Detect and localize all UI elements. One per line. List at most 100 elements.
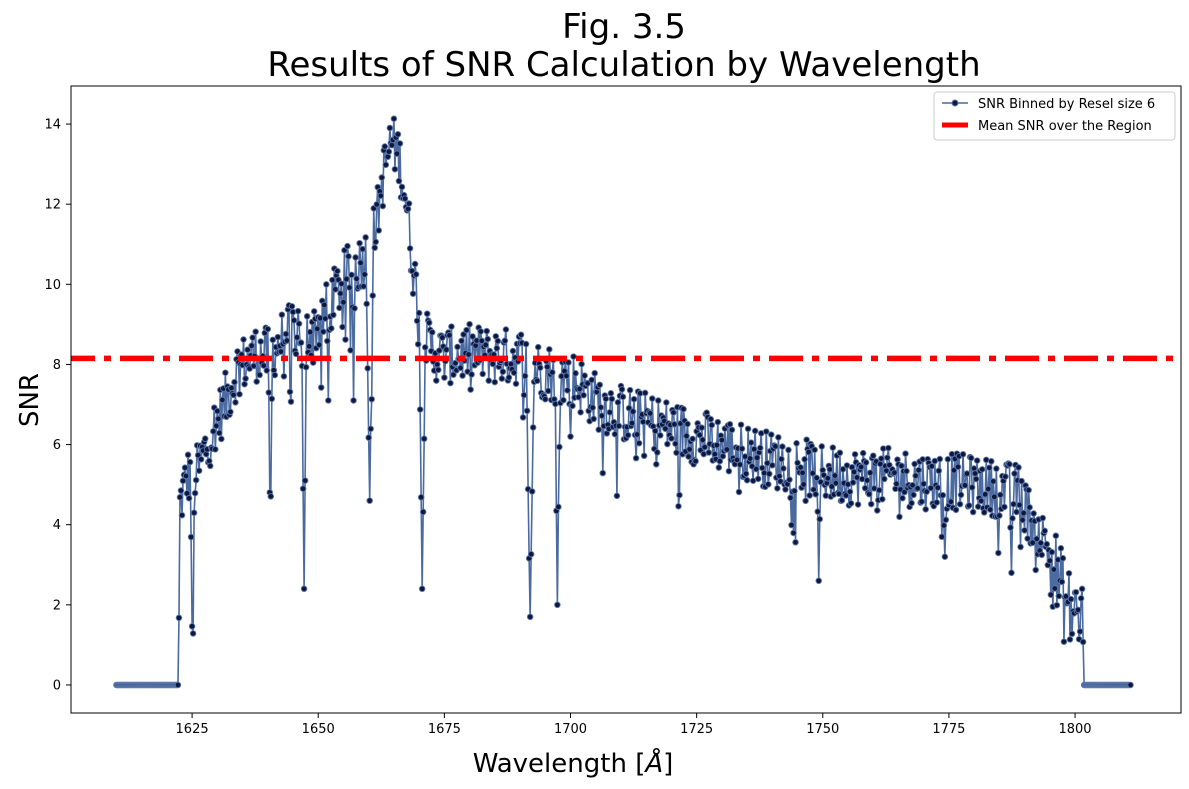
snr-data-point — [390, 115, 398, 122]
snr-data-point — [765, 481, 772, 488]
snr-data-point — [967, 454, 975, 462]
snr-data-point — [1043, 540, 1051, 548]
snr-data-point — [1046, 557, 1054, 564]
snr-data-point — [446, 331, 453, 339]
snr-data-point — [1062, 593, 1070, 600]
snr-data-point — [719, 452, 727, 460]
snr-data-point — [425, 319, 433, 326]
snr-data-point — [683, 432, 690, 440]
snr-data-point — [219, 396, 226, 404]
snr-data-point — [352, 254, 359, 261]
snr-data-point — [299, 485, 307, 492]
snr-data-point — [439, 334, 446, 341]
snr-data-point — [447, 379, 454, 387]
snr-data-point — [626, 386, 634, 394]
plot-frame — [70, 85, 1182, 714]
snr-data-point — [388, 141, 396, 149]
snr-data-point — [775, 434, 782, 441]
snr-data-point — [1072, 588, 1080, 596]
snr-data-point — [357, 259, 364, 267]
snr-data-point — [271, 371, 279, 379]
snr-data-point — [920, 480, 927, 488]
snr-data-point — [981, 491, 989, 498]
snr-data-point — [572, 370, 579, 377]
snr-data-point — [957, 491, 965, 499]
snr-data-point — [1016, 501, 1023, 509]
snr-data-point — [293, 334, 301, 341]
snr-data-point — [977, 497, 985, 505]
snr-data-point — [179, 477, 187, 485]
snr-data-point — [893, 480, 900, 488]
snr-data-point — [375, 227, 383, 234]
snr-data-point — [785, 446, 792, 454]
snr-data-point — [806, 492, 813, 499]
snr-data-point — [589, 404, 596, 411]
snr-data-point — [409, 290, 417, 297]
snr-data-point — [178, 511, 186, 519]
plot-area — [70, 85, 1182, 714]
snr-data-point — [849, 479, 857, 486]
snr-data-point — [728, 426, 736, 434]
snr-data-point — [718, 436, 726, 444]
snr-data-point — [292, 350, 300, 358]
snr-data-point — [510, 369, 518, 377]
snr-data-point — [563, 372, 570, 380]
chart-title-line-2: Results of SNR Calculation by Wavelength — [267, 45, 980, 85]
snr-data-point — [240, 336, 247, 343]
snr-data-point — [736, 461, 744, 468]
snr-data-point — [1048, 548, 1056, 556]
snr-data-point — [826, 466, 834, 473]
snr-data-point — [835, 490, 843, 498]
snr-data-point — [655, 397, 662, 404]
snr-data-point — [750, 445, 758, 453]
snr-data-point — [862, 459, 870, 466]
snr-data-point — [391, 165, 399, 173]
chart-title-line-1: Fig. 3.5 — [562, 7, 686, 47]
snr-data-point — [1078, 585, 1086, 593]
snr-data-point — [544, 363, 551, 371]
snr-data-point — [377, 192, 385, 200]
snr-data-point — [914, 485, 921, 492]
snr-data-point — [404, 205, 412, 213]
snr-data-point — [801, 456, 808, 463]
snr-data-point — [529, 424, 537, 431]
y-tick-label: 8 — [53, 358, 61, 373]
snr-data-point — [792, 539, 799, 546]
snr-data-point — [483, 327, 491, 335]
snr-data-point — [1037, 539, 1044, 547]
snr-data-point — [654, 449, 661, 456]
snr-data-point — [692, 457, 699, 465]
snr-data-point — [556, 443, 563, 451]
snr-data-point — [564, 387, 571, 394]
snr-data-point — [441, 374, 448, 381]
y-tick-label: 4 — [53, 518, 61, 533]
snr-data-point — [832, 479, 840, 487]
snr-data-point — [671, 421, 678, 428]
snr-data-point — [735, 488, 743, 496]
snr-data-point — [264, 325, 272, 333]
snr-data-point — [715, 464, 723, 471]
snr-data-point — [517, 331, 525, 339]
snr-data-point — [555, 503, 562, 511]
snr-data-point — [250, 362, 257, 370]
snr-data-point — [787, 494, 794, 502]
snr-data-point — [578, 360, 585, 368]
snr-data-point — [527, 550, 535, 558]
snr-data-point — [280, 373, 288, 380]
snr-data-point — [260, 362, 267, 369]
snr-data-point — [346, 284, 353, 291]
snr-data-point — [701, 443, 708, 451]
snr-data-point — [1017, 543, 1024, 551]
snr-data-point — [663, 399, 670, 406]
snr-data-point — [632, 454, 640, 462]
snr-data-point — [1051, 585, 1059, 592]
snr-data-point — [802, 497, 809, 505]
snr-data-point — [569, 402, 576, 410]
snr-data-point — [811, 446, 818, 454]
snr-data-point — [708, 421, 716, 429]
snr-data-point — [910, 491, 917, 499]
snr-data-point — [628, 419, 636, 427]
snr-data-point — [277, 348, 285, 355]
snr-data-point — [797, 464, 804, 471]
